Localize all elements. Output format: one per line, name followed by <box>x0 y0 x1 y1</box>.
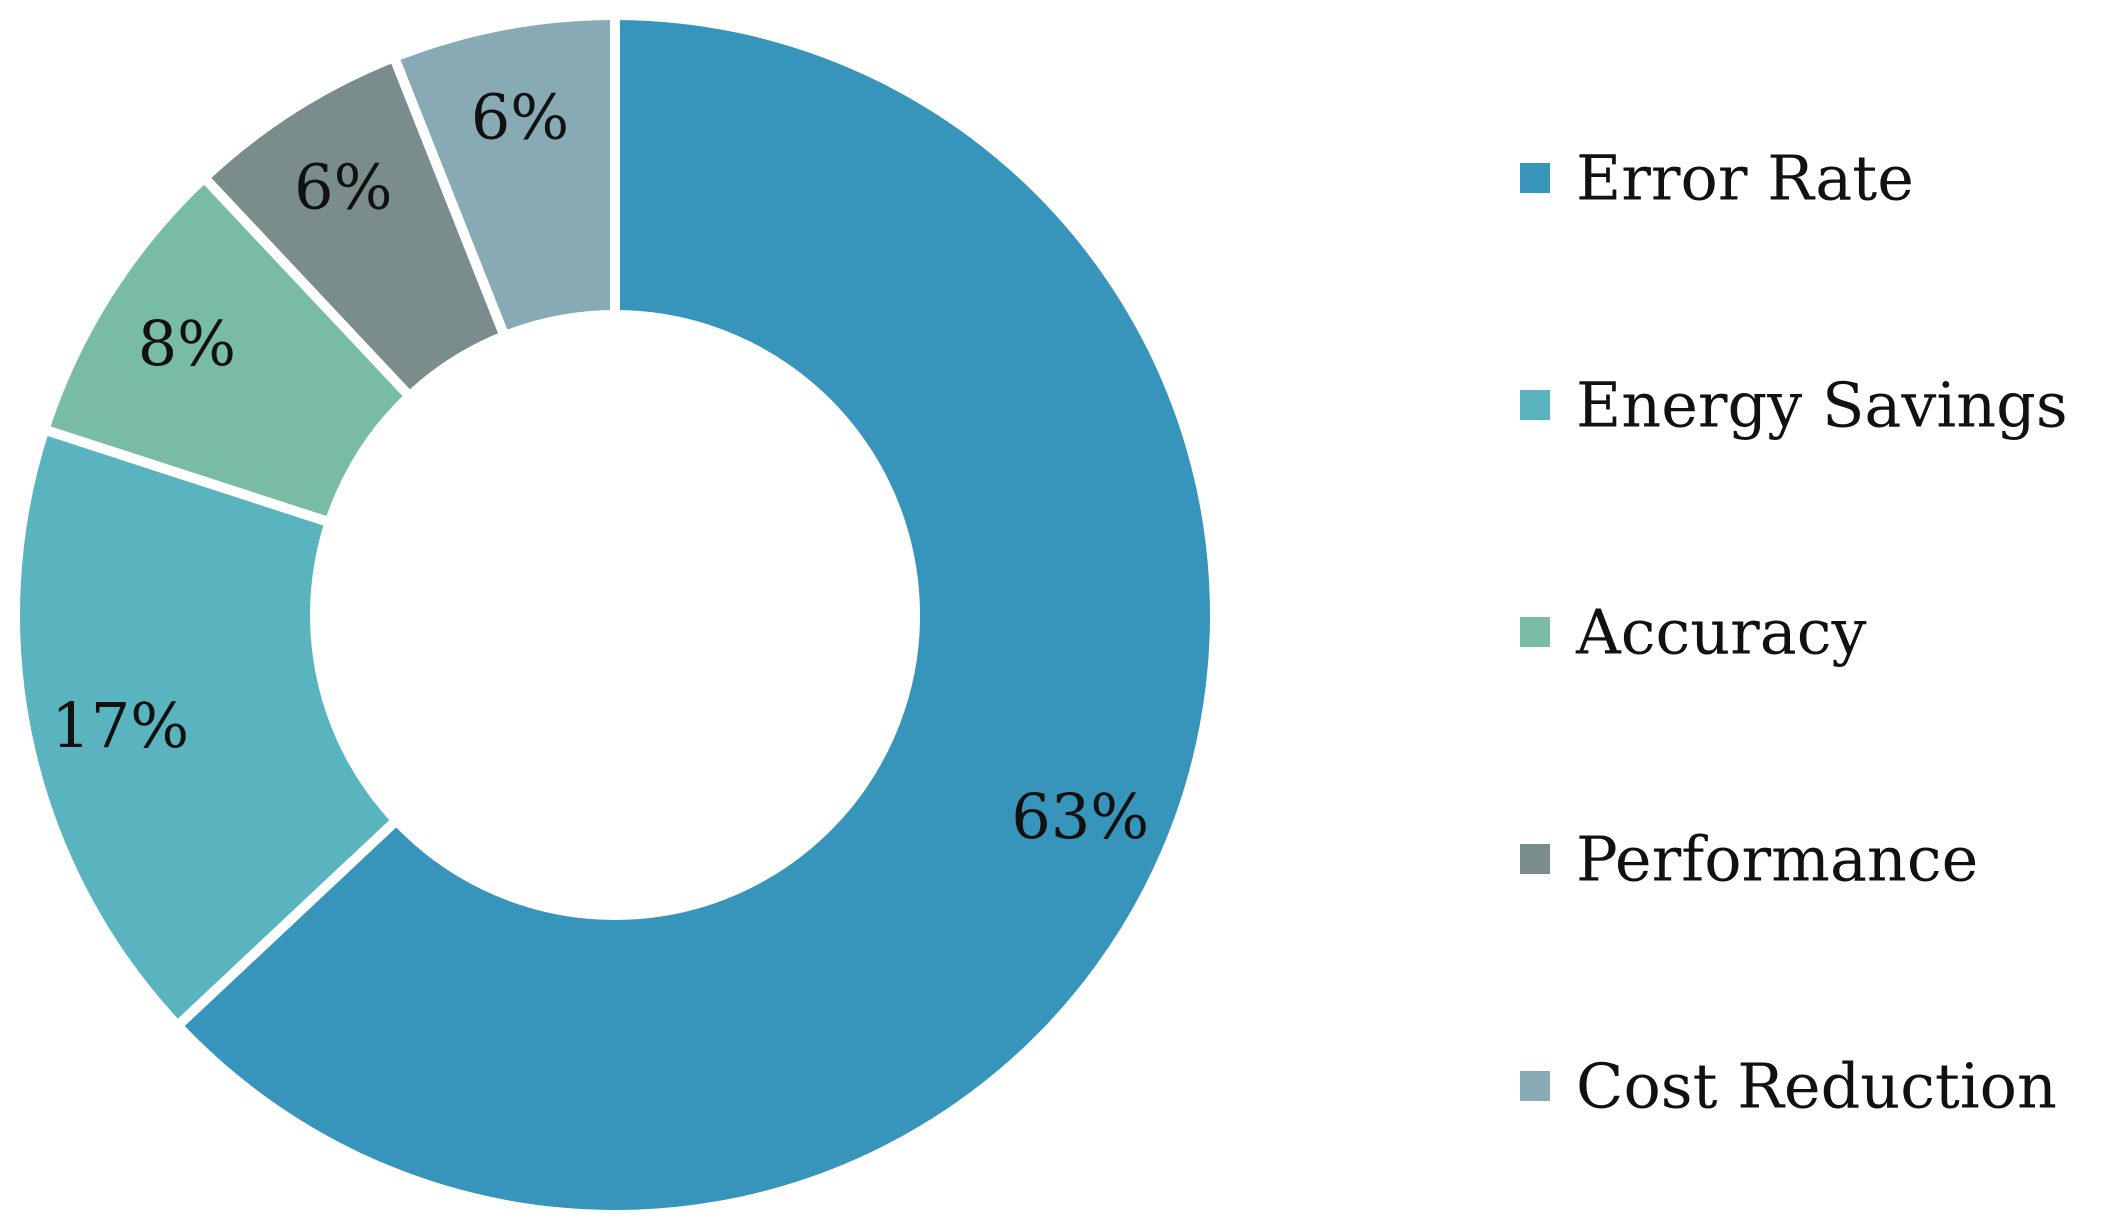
slices-group <box>10 9 1220 1220</box>
legend-swatch-error-rate <box>1520 163 1550 193</box>
legend-label-performance: Performance <box>1576 823 1978 896</box>
legend-swatch-energy-savings <box>1520 390 1550 420</box>
donut-slice-energy-savings <box>10 423 404 1033</box>
legend-label-energy-savings: Energy Savings <box>1576 369 2068 442</box>
legend-item-accuracy: Accuracy <box>1520 596 1867 669</box>
legend-label-error-rate: Error Rate <box>1576 142 1914 215</box>
legend-label-cost-reduction: Cost Reduction <box>1576 1050 2057 1123</box>
slice-labels-group: 63% 17% 8% 6% 6% <box>51 80 1149 852</box>
slice-label-performance: 6% <box>294 150 392 223</box>
slice-label-cost-reduction: 6% <box>471 80 569 153</box>
legend-item-performance: Performance <box>1520 823 1978 896</box>
slice-label-error-rate: 63% <box>1011 780 1149 853</box>
legend: Error Rate Energy Savings Accuracy Performa… <box>1520 142 2068 1123</box>
slice-label-accuracy: 8% <box>138 307 236 380</box>
slice-label-energy-savings: 17% <box>51 689 189 762</box>
donut-slice-cost-reduction <box>387 9 620 343</box>
legend-item-error-rate: Error Rate <box>1520 142 1914 215</box>
legend-item-cost-reduction: Cost Reduction <box>1520 1050 2057 1123</box>
legend-label-accuracy: Accuracy <box>1575 596 1867 669</box>
donut-slice-error-rate <box>170 9 1220 1220</box>
legend-swatch-performance <box>1520 844 1550 874</box>
legend-swatch-accuracy <box>1520 617 1550 647</box>
legend-item-energy-savings: Energy Savings <box>1520 369 2068 442</box>
legend-swatch-cost-reduction <box>1520 1071 1550 1101</box>
